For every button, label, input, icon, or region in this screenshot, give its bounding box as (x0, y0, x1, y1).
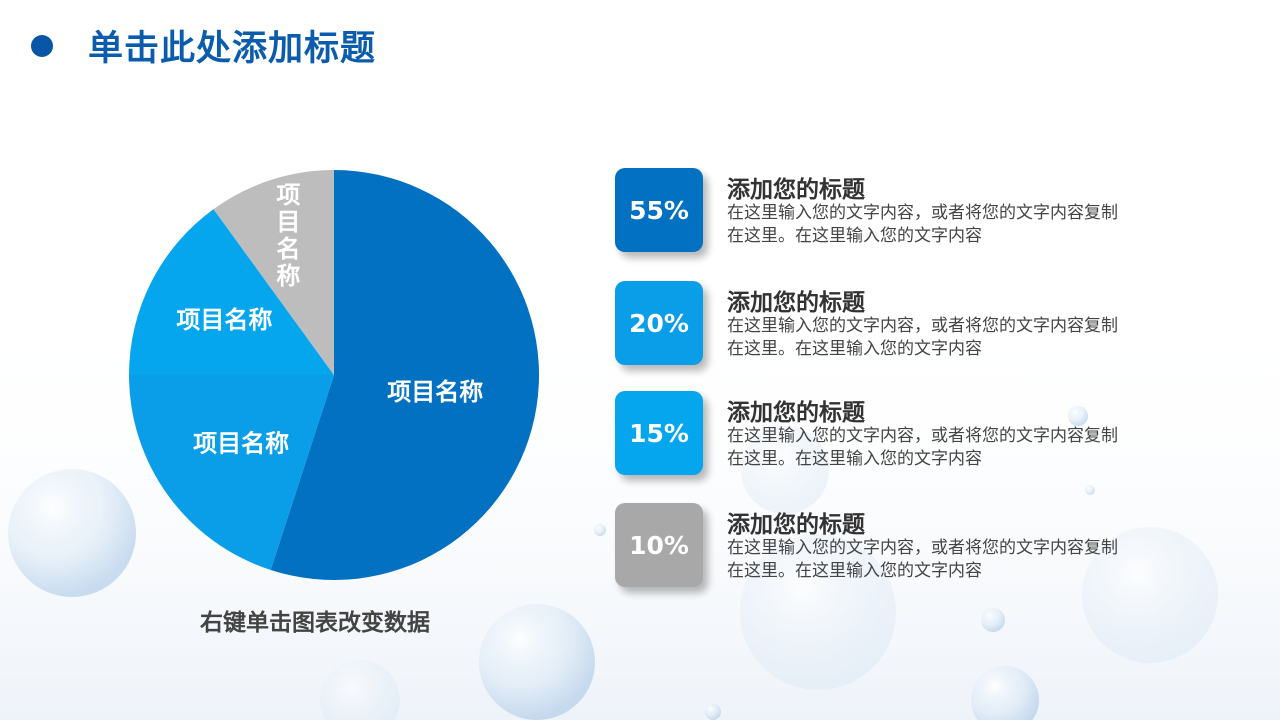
item-description[interactable]: 在这里输入您的文字内容，或者将您的文字内容复制在这里。在这里输入您的文字内容 (727, 538, 1118, 581)
item-title[interactable]: 添加您的标题 (727, 400, 865, 426)
item-title[interactable]: 添加您的标题 (727, 512, 865, 538)
pie-slice[interactable] (129, 209, 334, 375)
pie-slice[interactable] (213, 170, 334, 375)
pie-slice-label: 项目名称 (176, 306, 272, 334)
chart-caption: 右键单击图表改变数据 (200, 610, 430, 636)
list-item: 15% 添加您的标题 在这里输入您的文字内容，或者将您的文字内容复制在这里。在这… (615, 391, 1135, 481)
item-description[interactable]: 在这里输入您的文字内容，或者将您的文字内容复制在这里。在这里输入您的文字内容 (727, 203, 1118, 246)
pie-slice-label: 项目名称 (276, 181, 300, 290)
item-title[interactable]: 添加您的标题 (727, 290, 865, 316)
percent-badge: 15% (615, 391, 703, 475)
item-description[interactable]: 在这里输入您的文字内容，或者将您的文字内容复制在这里。在这里输入您的文字内容 (727, 316, 1118, 359)
percent-badge: 55% (615, 168, 703, 252)
pie-slice[interactable] (129, 375, 334, 570)
list-item: 55% 添加您的标题 在这里输入您的文字内容，或者将您的文字内容复制在这里。在这… (615, 168, 1135, 258)
page-title[interactable]: 单击此处添加标题 (88, 29, 377, 69)
list-item: 20% 添加您的标题 在这里输入您的文字内容，或者将您的文字内容复制在这里。在这… (615, 281, 1135, 371)
item-description[interactable]: 在这里输入您的文字内容，或者将您的文字内容复制在这里。在这里输入您的文字内容 (727, 426, 1118, 469)
percent-badge: 20% (615, 281, 703, 365)
title-bullet-dot (31, 35, 53, 57)
pie-slice-label: 项目名称 (387, 378, 483, 406)
item-title[interactable]: 添加您的标题 (727, 177, 865, 203)
pie-slice-label: 项目名称 (193, 429, 289, 457)
list-item: 10% 添加您的标题 在这里输入您的文字内容，或者将您的文字内容复制在这里。在这… (615, 503, 1135, 593)
percent-badge: 10% (615, 503, 703, 587)
pie-slice[interactable] (270, 170, 539, 580)
